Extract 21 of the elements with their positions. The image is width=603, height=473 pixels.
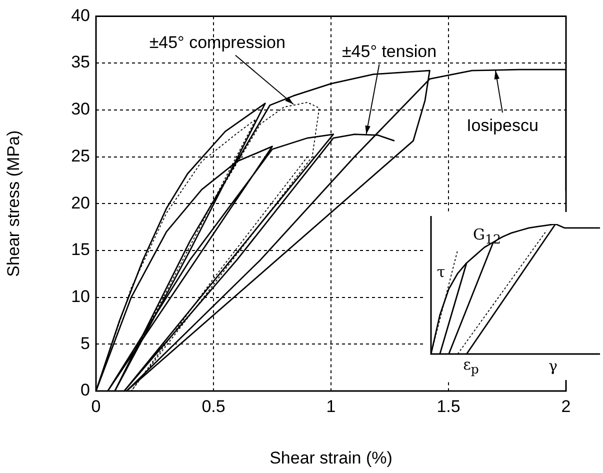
- y-tick-label: 35: [71, 52, 90, 72]
- y-tick-label: 25: [71, 146, 90, 166]
- annotation: ±45° compression: [149, 33, 286, 54]
- annotation: ε$_{p}$: [463, 356, 479, 376]
- y-tick-label: 20: [71, 193, 90, 212]
- y-tick-label: 30: [71, 100, 90, 119]
- annotation: ±45° tension: [342, 42, 437, 62]
- x-tick-label: 2: [561, 396, 571, 416]
- x-tick-label: 1: [326, 396, 336, 416]
- y-axis-title: τ: [436, 263, 446, 281]
- x-axis-title: γ: [548, 357, 558, 375]
- y-axis-title: Shear stress (MPa): [4, 130, 23, 277]
- y-tick-label: 0: [80, 380, 90, 400]
- x-tick-label: 0.5: [202, 396, 226, 416]
- y-tick-label: 5: [80, 334, 90, 353]
- x-tick-label: 1.5: [436, 396, 460, 416]
- annotation: Iosipescu: [466, 116, 538, 136]
- y-tick-label: 40: [71, 6, 90, 25]
- y-tick-label: 10: [71, 286, 90, 306]
- y-tick-label: 15: [71, 240, 90, 260]
- x-axis-title: Shear strain (%): [270, 448, 392, 468]
